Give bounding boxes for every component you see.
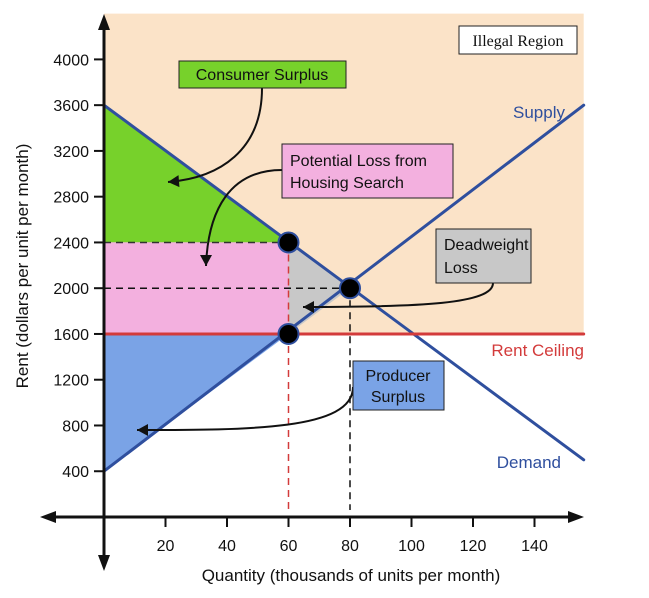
y-tick-label: 3200	[53, 144, 89, 161]
housing-search-arrow	[205, 169, 283, 267]
y-tick-label: 4000	[53, 52, 89, 69]
producer-surplus-label-line2: Surplus	[371, 389, 425, 406]
tick-labels: 400 800 1200 1600 2000 2400 2800 3200 3600 4000 20…	[53, 52, 548, 555]
y-tick-label: 2800	[53, 190, 89, 207]
x-tick-label: 20	[157, 538, 175, 555]
y-tick-label: 1200	[53, 373, 89, 390]
x-tick-label: 60	[280, 538, 298, 555]
producer-surplus-label-line1: Producer	[366, 368, 432, 385]
deadweight-label-line1: Deadweight	[444, 237, 529, 254]
key-points	[277, 231, 361, 345]
deadweight-loss-box: Deadweight Loss	[435, 228, 532, 284]
deadweight-loss-region	[288, 242, 350, 334]
chart-point	[339, 277, 361, 300]
y-tick-label: 1600	[53, 327, 89, 344]
y-tick-label: 2000	[53, 281, 89, 298]
axes	[40, 14, 584, 571]
chart-point	[277, 322, 300, 345]
consumer-surplus-arrow	[167, 87, 263, 183]
y-axis-arrow-up	[98, 14, 110, 30]
deadweight-arrow	[302, 282, 494, 308]
producer-surplus-box: Producer Surplus	[352, 360, 445, 411]
housing-search-loss-region	[104, 242, 289, 334]
x-axis-title: Quantity (thousands of units per month)	[202, 566, 501, 585]
producer-surplus-arrow	[136, 386, 354, 431]
illegal-region-label: Illegal Region	[472, 33, 563, 50]
housing-search-box: Potential Loss from Housing Search	[281, 143, 454, 199]
producer-surplus-arrow-head	[137, 424, 148, 436]
chart-point	[277, 231, 300, 254]
y-axis-arrow-down	[98, 555, 110, 571]
y-tick-label: 3600	[53, 98, 89, 115]
x-axis-arrow-left	[40, 511, 56, 523]
supply-label: Supply	[513, 103, 565, 122]
x-tick-label: 80	[341, 538, 359, 555]
annotation-arrows	[136, 87, 494, 436]
rent-ceiling-label: Rent Ceiling	[491, 341, 584, 360]
x-tick-label: 120	[460, 538, 487, 555]
demand-label: Demand	[497, 453, 561, 472]
housing-search-label-line1: Potential Loss from	[290, 153, 427, 170]
y-tick-label: 400	[62, 464, 89, 481]
x-tick-label: 40	[218, 538, 236, 555]
y-tick-label: 800	[62, 418, 89, 435]
guide-lines	[104, 241, 351, 510]
y-axis-title: Rent (dollars per unit per month)	[13, 144, 32, 389]
consumer-surplus-label: Consumer Surplus	[196, 67, 329, 84]
consumer-surplus-box: Consumer Surplus	[178, 60, 347, 89]
x-axis-arrow-right	[568, 511, 584, 523]
y-tick-label: 2400	[53, 235, 89, 252]
housing-search-arrow-head	[200, 255, 212, 266]
housing-search-label-line2: Housing Search	[290, 175, 404, 192]
deadweight-label-line2: Loss	[444, 260, 478, 277]
deadweight-arrow-head	[303, 301, 314, 313]
x-tick-label: 100	[398, 538, 425, 555]
consumer-surplus-arrow-head	[168, 175, 180, 188]
x-tick-label: 140	[521, 538, 548, 555]
illegal-region-box: Illegal Region	[458, 25, 578, 55]
